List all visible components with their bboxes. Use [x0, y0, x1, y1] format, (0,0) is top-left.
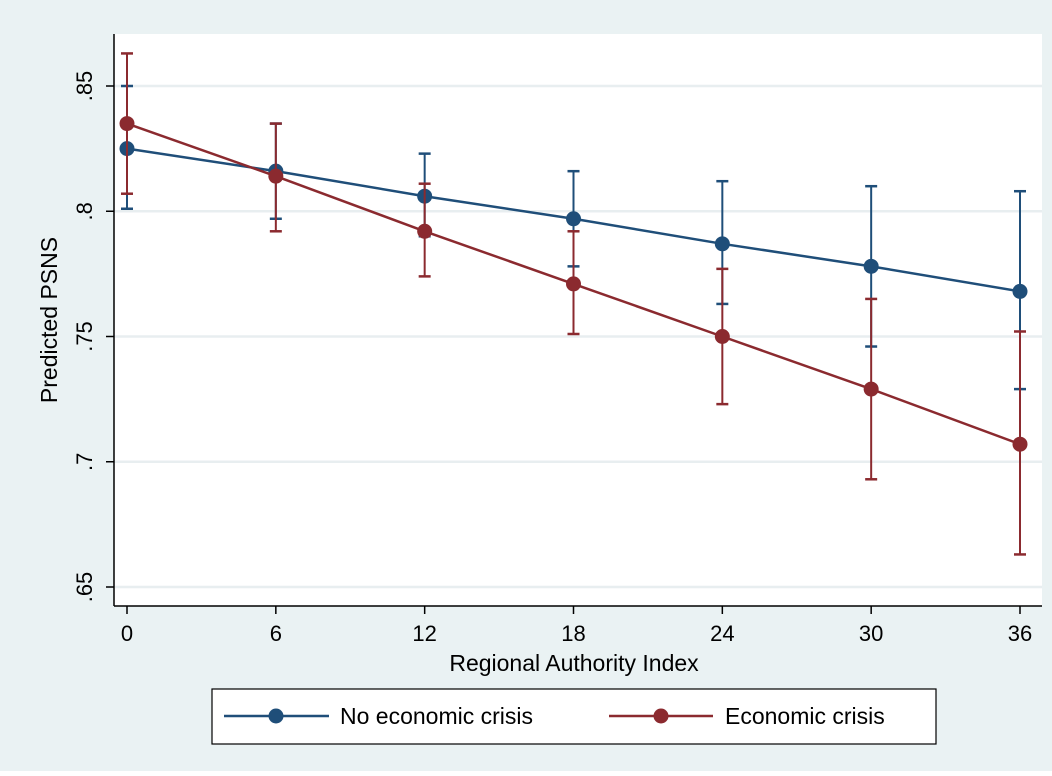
- x-tick-label: 0: [121, 621, 133, 646]
- series-layer: [119, 52, 1028, 556]
- legend-swatch-marker: [268, 708, 284, 724]
- data-point: [268, 168, 284, 184]
- data-point: [566, 276, 581, 292]
- y-axis-label: Predicted PSNS: [36, 237, 62, 403]
- legend-label: Economic crisis: [725, 703, 885, 729]
- grid-lines: [114, 84, 1042, 589]
- data-point: [863, 258, 879, 274]
- data-point: [566, 211, 581, 227]
- y-tick-label: .7: [72, 453, 97, 471]
- data-point: [417, 223, 433, 239]
- data-point: [714, 329, 730, 344]
- legend-label: No economic crisis: [340, 703, 533, 729]
- y-tick-label: .65: [72, 572, 97, 603]
- y-tick-label: .75: [72, 321, 97, 352]
- data-point: [119, 116, 135, 132]
- x-tick-label: 12: [412, 621, 436, 646]
- data-point: [863, 381, 879, 397]
- data-point: [1012, 436, 1028, 452]
- x-axis-label: Regional Authority Index: [449, 650, 699, 676]
- legend-item-no-economic-crisis: No economic crisis: [224, 703, 533, 729]
- x-tick-label: 24: [710, 621, 734, 646]
- legend-swatch-marker: [653, 708, 669, 724]
- legend-item-economic-crisis: Economic crisis: [609, 703, 885, 729]
- legend-box: [211, 688, 937, 745]
- data-point: [714, 236, 730, 252]
- y-tick-label: .8: [72, 202, 97, 220]
- x-tick-label: 30: [859, 621, 883, 646]
- plot-area: [114, 34, 1042, 606]
- x-tick-label: 36: [1008, 621, 1032, 646]
- y-tick-label: .85: [72, 71, 97, 102]
- series-economic-crisis: [119, 52, 1028, 556]
- legend: No economic crisis Economic crisis: [211, 688, 937, 745]
- axes: .65 .7 .75 .8 .85 0 6 12 18 24 30 36: [72, 34, 1042, 646]
- x-tick-label: 18: [561, 621, 585, 646]
- x-tick-label: 6: [270, 621, 282, 646]
- data-point: [1012, 283, 1028, 299]
